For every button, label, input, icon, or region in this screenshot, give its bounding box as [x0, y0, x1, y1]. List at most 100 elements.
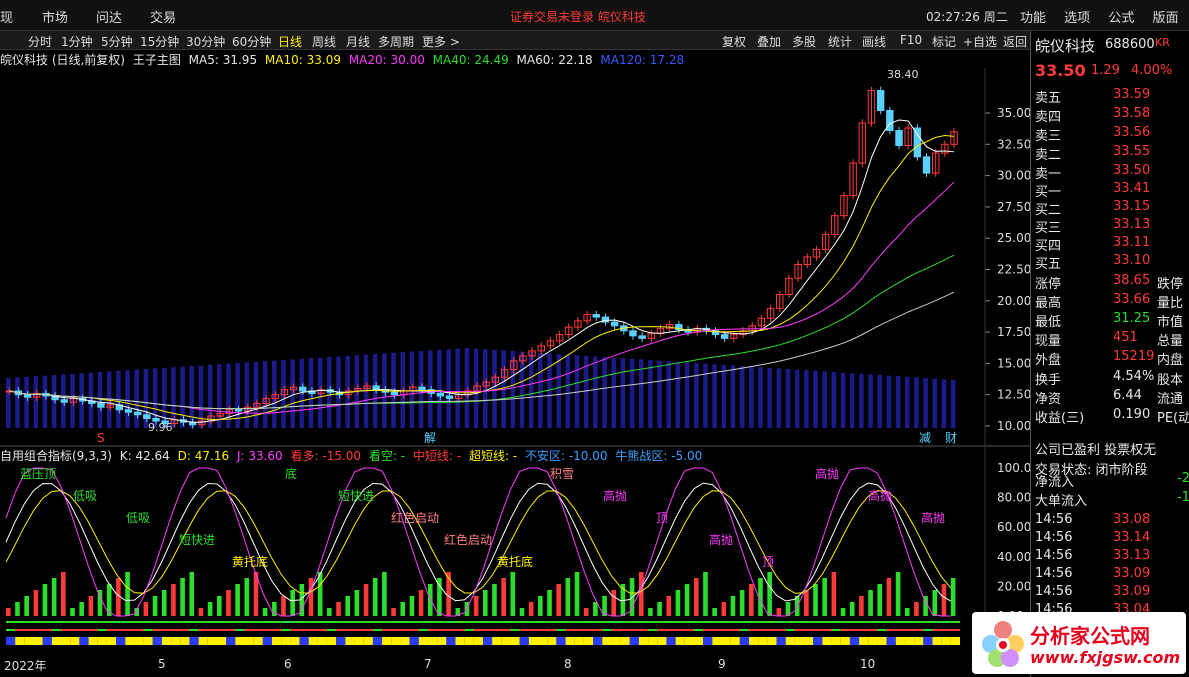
- signal-strip-cell: [79, 621, 89, 623]
- menu-layout[interactable]: 版面: [1152, 11, 1179, 26]
- tool-mark[interactable]: 标记: [932, 35, 957, 49]
- signal-strip-cell: [822, 637, 832, 645]
- menu-item-trade[interactable]: 交易: [150, 11, 177, 26]
- signal-strip-cell: [290, 629, 300, 631]
- period-more[interactable]: 更多 >: [422, 35, 460, 49]
- signal-strip-cell: [134, 621, 144, 623]
- signal-strip-cell: [767, 621, 777, 623]
- bid-label: 买五: [1035, 257, 1062, 272]
- volume-bar: [262, 361, 268, 428]
- signal-strip-cell: [372, 621, 383, 623]
- stat2-right-label: 股本: [1157, 373, 1184, 388]
- histogram-bar: [767, 572, 772, 616]
- ma40-value: MA40: 24.49: [432, 53, 509, 67]
- signal-strip-cell: [97, 629, 107, 631]
- signal-strip-cell: [446, 637, 456, 645]
- signal-strip-cell: [859, 629, 869, 631]
- period-1min[interactable]: 1分钟: [61, 35, 93, 49]
- signal-strip-cell: [483, 629, 493, 631]
- period-5min[interactable]: 5分钟: [101, 35, 133, 49]
- signal-strip-cell: [886, 637, 896, 645]
- candle-body: [831, 215, 839, 235]
- menu-item-market[interactable]: 市场: [42, 11, 69, 26]
- tool-back[interactable]: 返回: [1003, 35, 1028, 49]
- d-line: [5, 490, 952, 594]
- signal-strip-cell: [611, 621, 621, 623]
- histogram-bar: [813, 584, 818, 616]
- histogram-bar: [61, 572, 66, 616]
- period-60min[interactable]: 60分钟: [232, 35, 272, 49]
- stat-label: 现量: [1035, 334, 1062, 349]
- tool-fuquan[interactable]: 复权: [722, 35, 747, 49]
- chart-indicator-name[interactable]: 王子主图: [132, 53, 181, 67]
- indicator-name[interactable]: 自用组合指标(9,3,3): [0, 449, 112, 463]
- signal-strip-cell: [15, 637, 25, 645]
- menu-options[interactable]: 选项: [1064, 11, 1091, 26]
- signal-strip-cell: [281, 637, 291, 645]
- signal-strip-cell: [473, 629, 483, 631]
- signal-strip-cell: [363, 621, 373, 623]
- candle-body: [473, 385, 481, 392]
- stat2-label: 收益(三): [1035, 411, 1085, 426]
- menu-formula[interactable]: 公式: [1108, 11, 1135, 26]
- chart-stock-label[interactable]: 皖仪科技 (日线,前复权): [0, 53, 125, 67]
- period-multi[interactable]: 多周期: [378, 35, 415, 49]
- histogram-bar: [739, 590, 745, 616]
- signal-strip-cell: [180, 637, 190, 645]
- quote-code: 688600: [1105, 37, 1155, 52]
- period-15min[interactable]: 15分钟: [140, 35, 180, 49]
- tool-add-fav[interactable]: +自选: [963, 35, 998, 49]
- histogram-bar: [776, 608, 782, 616]
- signal-strip-cell: [950, 629, 960, 631]
- volume-bar: [767, 367, 772, 428]
- volume-bar: [684, 362, 690, 428]
- tool-overlay[interactable]: 叠加: [757, 35, 782, 49]
- period-fenshi[interactable]: 分时: [28, 35, 53, 49]
- tool-f10[interactable]: F10: [900, 33, 923, 47]
- histogram-bar: [721, 602, 727, 616]
- signal-strip-cell: [262, 637, 273, 645]
- zhongduan-value: 中短线: -: [412, 449, 462, 463]
- signal-label: 高抛: [921, 510, 945, 525]
- chart-canvas[interactable]: 35.00 32.50 30.00 27.50 25.00 22.50 20.00 17.50…: [0, 68, 1030, 655]
- signal-strip-cell: [932, 637, 942, 645]
- ask-price: 33.55: [1113, 144, 1151, 159]
- period-weekly[interactable]: 周线: [312, 35, 337, 49]
- date-axis: 2022年 5 6 7 8 9 10: [0, 655, 1030, 677]
- signal-strip-cell: [877, 629, 887, 631]
- volume-bar: [593, 356, 598, 428]
- signal-strip-cell: [492, 629, 502, 631]
- candle-body: [546, 340, 555, 347]
- candle-body: [757, 317, 766, 327]
- signal-strip-cell: [308, 621, 318, 623]
- signal-strip-cell: [61, 637, 71, 645]
- tool-drawline[interactable]: 画线: [862, 35, 887, 49]
- tool-multistock[interactable]: 多股: [792, 35, 817, 49]
- signal-strip-cell: [327, 629, 337, 631]
- signal-strip-cell: [226, 621, 236, 623]
- signal-strip-cell: [161, 621, 172, 623]
- period-30min[interactable]: 30分钟: [186, 35, 226, 49]
- watermark-logo: 分析家公式网 www.fxjgsw.com: [972, 612, 1186, 674]
- signal-strip-cell: [308, 629, 318, 631]
- volume-bar: [446, 349, 451, 428]
- candle-body: [895, 130, 903, 147]
- menu-item-wenda[interactable]: 问达: [96, 11, 123, 26]
- signal-label: 蓝压顶: [20, 467, 56, 481]
- volume-bar: [363, 354, 369, 428]
- period-monthly[interactable]: 月线: [346, 35, 371, 49]
- tool-stats[interactable]: 统计: [828, 35, 853, 49]
- volume-bar: [923, 378, 928, 428]
- period-daily[interactable]: 日线: [278, 35, 303, 49]
- logo-url: www.fxjgsw.com: [1030, 648, 1181, 667]
- login-notice: 证券交易未登录 皖仪科技: [510, 10, 646, 24]
- signal-strip-cell: [235, 621, 245, 623]
- signal-strip-cell: [106, 621, 117, 623]
- signal-strip-cell: [125, 637, 135, 645]
- signal-strip-cell: [290, 621, 300, 623]
- menu-item-xian[interactable]: 现: [0, 11, 14, 26]
- signal-strip-cell: [345, 629, 355, 631]
- candle-body: [124, 409, 133, 413]
- volume-bar: [483, 349, 488, 428]
- menu-function[interactable]: 功能: [1020, 11, 1047, 26]
